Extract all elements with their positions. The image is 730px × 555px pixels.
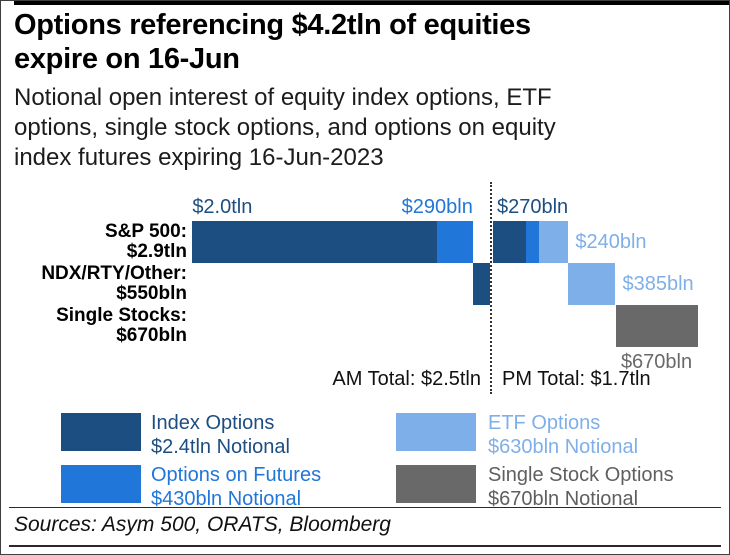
footer-top-rule (9, 507, 721, 508)
value-label-index-pm-row0: $270bln (497, 196, 569, 218)
row-label-sp500: S&P 500: $2.9tln (1, 222, 187, 262)
value-label-etf-pm-row1: $385bln (622, 273, 694, 295)
footer-bottom-rule (9, 545, 721, 547)
legend-label-etf-options: ETF Options $630bln Notional (488, 411, 638, 459)
value-label-index-am-row0: $2.0tln (192, 196, 253, 218)
legend-label-index-options: Index Options $2.4tln Notional (151, 411, 290, 459)
legend-detail: $670bln Notional (488, 488, 639, 510)
legend-name: Index Options (151, 412, 275, 434)
row-label-single-stocks-line2: $670bln (116, 325, 187, 346)
legend-label-single-stock-options: Single Stock Options $670bln Notional (488, 463, 674, 511)
row-label-single-stocks: Single Stocks: $670bln (1, 306, 187, 346)
legend-swatch-options-on-futures (61, 465, 141, 503)
bar-segment-futures-pm-row0 (526, 221, 539, 263)
row-label-single-stocks-line1: Single Stocks: (56, 305, 187, 326)
chart-title: Options referencing $4.2tln of equities … (14, 8, 714, 76)
legend-detail: $2.4tln Notional (151, 436, 290, 458)
legend-label-options-on-futures: Options on Futures $430bln Notional (151, 463, 321, 511)
legend-name: Options on Futures (151, 464, 322, 486)
legend-detail: $430bln Notional (151, 488, 302, 510)
chart-subtitle-line-3: index futures expiring 16-Jun-2023 (14, 144, 384, 171)
bar-segment-etf-pm-row1 (568, 263, 616, 305)
bar-segment-index-am-row1 (472, 263, 490, 305)
sources-note: Sources: Asym 500, ORATS, Bloomberg (14, 513, 391, 536)
chart-title-line-1: Options referencing $4.2tln of equities (14, 9, 531, 41)
bar-segment-futures-am-row0 (437, 221, 473, 263)
value-label-etf-pm-row0: $240bln (575, 231, 647, 253)
row-label-sp500-line2: $2.9tln (126, 241, 187, 262)
bar-segment-stocks-pm-row2 (615, 305, 698, 347)
row-label-ndx-line2: $550bln (116, 283, 187, 304)
chart-subtitle-line-2: options, single stock options, and optio… (14, 114, 556, 141)
legend-swatch-etf-options (396, 413, 476, 451)
legend-swatch-single-stock-options (396, 465, 476, 503)
am-pm-divider-line (490, 182, 492, 394)
legend-name: ETF Options (488, 412, 601, 434)
top-accent-bar (14, 1, 729, 5)
value-label-futures-am-row0: $290bln (401, 196, 473, 218)
chart-subtitle: Notional open interest of equity index o… (14, 83, 714, 173)
bar-segment-index-am-row0 (192, 221, 438, 263)
legend-name: Single Stock Options (488, 464, 674, 486)
chart-subtitle-line-1: Notional open interest of equity index o… (14, 84, 552, 111)
row-label-ndx-line1: NDX/RTY/Other: (41, 263, 187, 284)
pm-total-label: PM Total: $1.7tln (502, 368, 651, 390)
legend-detail: $630bln Notional (488, 436, 639, 458)
am-total-label: AM Total: $2.5tln (332, 368, 481, 390)
bar-segment-etf-pm-row0 (538, 221, 569, 263)
bar-segment-index-pm-row0 (493, 221, 527, 263)
row-label-sp500-line1: S&P 500: (104, 221, 187, 242)
row-label-ndx: NDX/RTY/Other: $550bln (1, 264, 187, 304)
value-label-stocks-pm-row2: $670bln (620, 351, 693, 373)
chart-title-line-2: expire on 16-Jun (14, 43, 240, 75)
legend-swatch-index-options (61, 413, 141, 451)
